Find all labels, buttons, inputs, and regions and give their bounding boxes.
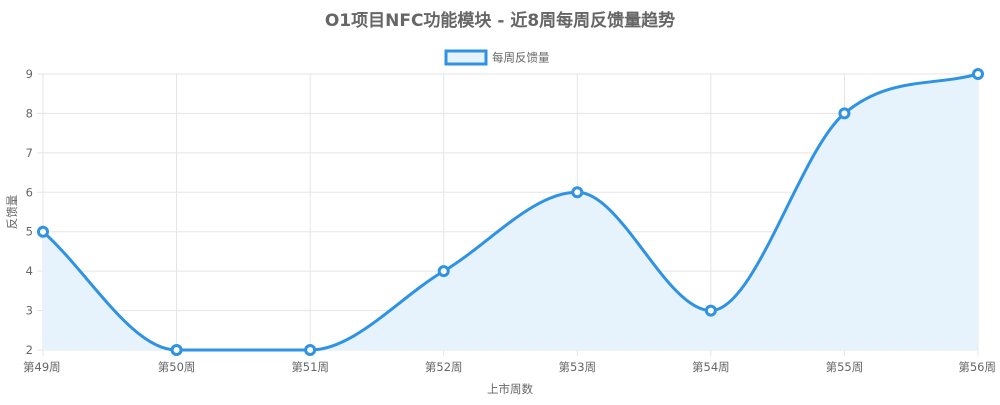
x-tick-label: 第54周 (692, 360, 730, 374)
legend[interactable]: 每周反馈量 (444, 49, 550, 66)
data-point[interactable] (304, 344, 317, 356)
x-axis-title: 上市周数 (487, 382, 533, 396)
x-tick-label: 第55周 (826, 360, 864, 374)
chart-title: O1项目NFC功能模块 - 近8周每周反馈量趋势 (325, 10, 675, 31)
y-tick-label: 3 (26, 304, 33, 318)
x-tick-label: 第50周 (158, 360, 196, 374)
data-point[interactable] (972, 68, 984, 80)
data-point[interactable] (170, 344, 183, 356)
data-point[interactable] (571, 186, 584, 199)
x-tick-label: 第51周 (291, 360, 329, 374)
data-point[interactable] (37, 225, 49, 238)
data-point[interactable] (437, 265, 450, 278)
y-axis-title: 反馈量 (5, 195, 19, 230)
x-tick-label: 第56周 (958, 360, 996, 374)
y-tick-label: 7 (26, 146, 33, 160)
y-tick-label: 6 (26, 185, 33, 199)
data-point[interactable] (704, 304, 717, 317)
series-points (37, 68, 984, 356)
y-axis-ticks: 2 3 4 5 6 7 8 9 (26, 67, 33, 357)
series-area-fill (43, 74, 978, 350)
series-area (43, 74, 978, 350)
series-line (42, 72, 979, 352)
x-tick-label: 第49周 (23, 360, 61, 374)
legend-swatch[interactable] (444, 49, 488, 66)
x-axis-ticks: 第49周 第50周 第51周 第52周 第53周 第54周 第55周 第56周 (23, 360, 996, 374)
y-tick-label: 4 (26, 264, 33, 278)
series-line-path (42, 72, 979, 352)
x-tick-label: 第52周 (425, 360, 463, 374)
x-tick-label: 第53周 (558, 360, 596, 374)
legend-label[interactable]: 每周反馈量 (492, 51, 550, 65)
y-tick-label: 9 (26, 67, 33, 81)
data-point[interactable] (838, 107, 851, 120)
y-tick-label: 8 (26, 106, 33, 120)
y-tick-label: 2 (26, 343, 33, 357)
y-tick-label: 5 (26, 225, 33, 239)
